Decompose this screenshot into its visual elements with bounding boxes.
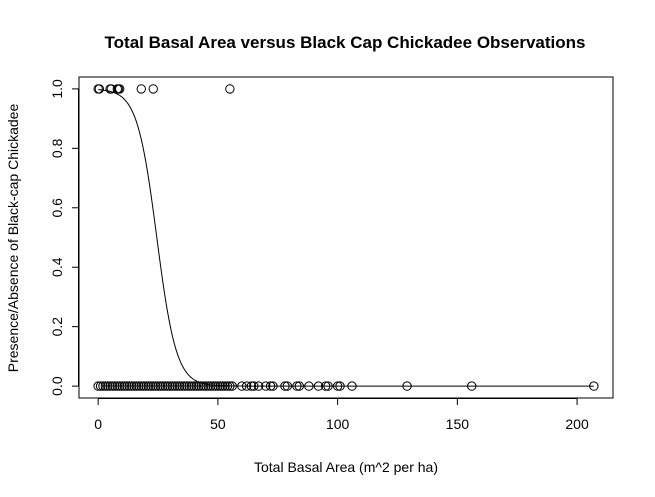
data-point [143, 381, 154, 391]
plot-frame [78, 76, 614, 399]
y-axis-label: Presence/Absence of Black-cap Chickadee [5, 104, 21, 373]
data-point [198, 381, 209, 391]
data-point [201, 381, 211, 391]
data-point [179, 381, 190, 391]
y-tick-label: 0.8 [49, 138, 65, 158]
data-point [148, 84, 158, 94]
data-point [134, 381, 144, 391]
data-point [150, 381, 161, 391]
data-point [122, 381, 132, 391]
data-point [124, 381, 134, 391]
y-tick-label: 1.0 [49, 79, 65, 99]
data-point [136, 84, 146, 94]
data-point [129, 381, 139, 391]
y-tick-label: 0.0 [49, 376, 65, 396]
data-point [112, 381, 123, 391]
data-point [167, 381, 178, 391]
data-point [136, 381, 146, 391]
data-point [95, 381, 106, 391]
data-point [186, 381, 197, 391]
data-point [141, 381, 151, 391]
x-axis: 0 50 100 150 200 [94, 398, 589, 432]
data-point [208, 381, 218, 391]
data-point [148, 381, 158, 391]
data-point [98, 381, 108, 391]
data-point [160, 381, 170, 391]
data-point [119, 381, 130, 391]
data-point [162, 381, 173, 391]
fitted-logistic-curve [98, 89, 594, 387]
data-point [206, 381, 216, 391]
data-point [177, 381, 187, 391]
data-point [105, 381, 115, 391]
data-point [131, 381, 142, 391]
data-point [196, 381, 206, 391]
data-point [184, 381, 194, 391]
data-point [203, 381, 214, 391]
data-point [153, 381, 163, 391]
data-point [100, 381, 111, 391]
data-point [103, 381, 113, 391]
data-point [146, 381, 156, 391]
data-point [138, 381, 149, 391]
y-tick-label: 0.4 [49, 257, 65, 277]
data-point [189, 381, 199, 391]
data-point [174, 381, 185, 391]
y-tick-label: 0.6 [49, 198, 65, 218]
data-point [158, 381, 168, 391]
data-point [225, 84, 235, 94]
data-point [93, 381, 103, 391]
x-tick-label: 200 [565, 416, 589, 432]
data-point [107, 381, 118, 391]
x-tick-label: 150 [446, 416, 470, 432]
data-point [191, 381, 202, 391]
data-point [155, 381, 166, 391]
x-axis-label: Total Basal Area (m^2 per ha) [254, 459, 438, 475]
data-point [115, 381, 125, 391]
y-axis: 0.0 0.2 0.4 0.6 0.8 1.0 [49, 79, 79, 396]
data-point [165, 381, 175, 391]
data-point [126, 381, 137, 391]
chart-title: Total Basal Area versus Black Cap Chicka… [105, 33, 586, 52]
data-point [115, 84, 125, 94]
data-points [93, 84, 599, 391]
data-point [172, 381, 182, 391]
y-tick-label: 0.2 [49, 317, 65, 337]
data-point [170, 381, 180, 391]
data-point [117, 381, 127, 391]
data-point [182, 381, 192, 391]
x-tick-label: 100 [326, 416, 350, 432]
data-point [110, 381, 120, 391]
x-tick-label: 0 [94, 416, 102, 432]
x-tick-label: 50 [210, 416, 226, 432]
data-point [94, 84, 105, 94]
